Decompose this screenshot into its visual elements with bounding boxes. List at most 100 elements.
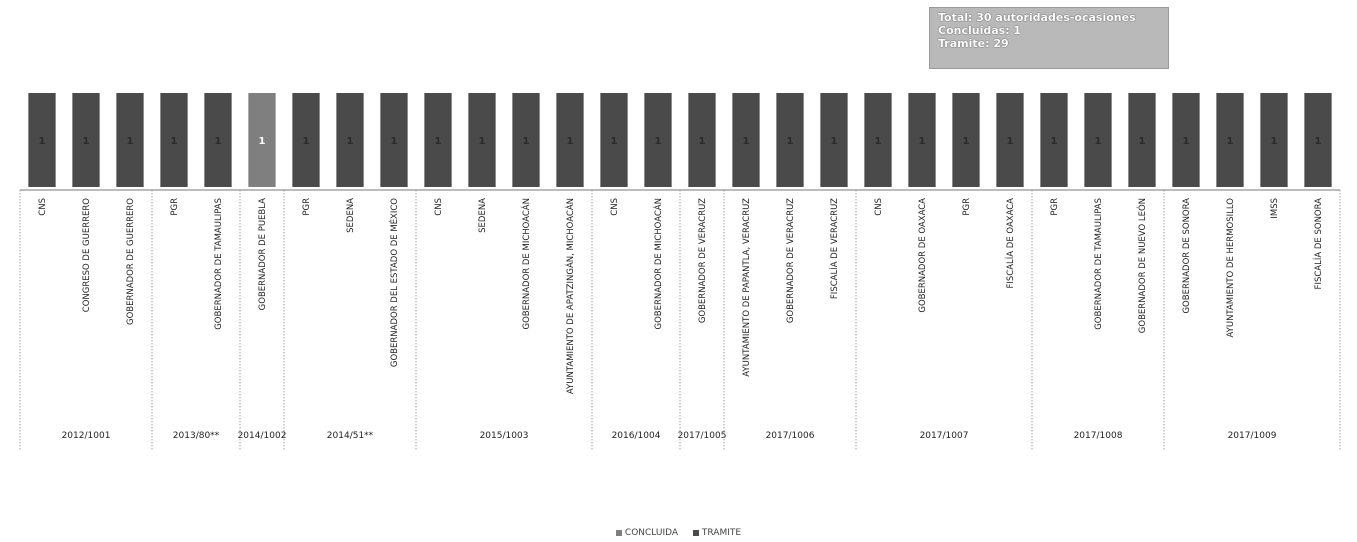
category-label-4: GOBERNADOR DE TAMAULIPAS [214,198,224,330]
category-label-13: CNS [610,198,620,216]
category-label-8: GOBERNADOR DEL ESTADO DE MÉXICO [388,198,400,367]
bar-tramite-12 [556,93,584,187]
data-label-6: 1 [303,136,310,147]
summary-total: Total: 30 autoridades-ocasiones [938,11,1136,24]
data-label-5: 1 [259,136,266,147]
data-label-24: 1 [1095,136,1102,147]
bar-tramite-16 [732,93,760,187]
data-label-16: 1 [743,136,750,147]
category-label-22: FISCALÍA DE OAXACA [1004,198,1016,289]
bar-tramite-20 [908,93,936,187]
category-label-1: CONGRESO DE GUERRERO [82,198,92,313]
data-label-25: 1 [1139,136,1146,147]
bar-tramite-11 [512,93,540,187]
bar-tramite-0 [28,93,56,187]
bar-tramite-18 [820,93,848,187]
data-label-13: 1 [611,136,618,147]
legend-swatch-concluida [615,529,622,536]
category-label-29: FISCALÍA DE SONORA [1312,198,1324,290]
category-label-28: IMSS [1270,198,1280,219]
category-label-0: CNS [38,198,48,216]
bar-tramite-8 [380,93,408,187]
bar-tramite-17 [776,93,804,187]
category-label-26: GOBERNADOR DE SONORA [1182,198,1192,314]
data-label-7: 1 [347,136,354,147]
bar-tramite-1 [72,93,100,187]
bar-tramite-6 [292,93,320,187]
group-label-6: 2017/1005 [678,431,727,441]
bar-tramite-15 [688,93,716,187]
category-label-10: SEDENA [478,198,488,233]
data-label-27: 1 [1227,136,1234,147]
category-label-12: AYUNTAMIENTO DE APATZINGÁN, MICHOACÁN [564,198,576,394]
bar-tramite-23 [1040,93,1068,187]
bar-tramite-14 [644,93,672,187]
legend-label-concluida: CONCLUIDA [624,528,679,538]
category-label-7: SEDENA [346,198,356,233]
category-label-17: GOBERNADOR DE VERACRUZ [786,198,796,323]
legend-swatch-tramite [692,529,699,536]
bar-tramite-25 [1128,93,1156,187]
bar-tramite-26 [1172,93,1200,187]
bar-tramite-4 [204,93,232,187]
group-label-8: 2017/1007 [920,431,969,441]
data-label-22: 1 [1007,136,1014,147]
data-label-2: 1 [127,136,134,147]
data-label-29: 1 [1315,136,1322,147]
category-label-21: PGR [962,198,972,216]
group-label-3: 2014/51** [327,431,374,441]
bar-tramite-21 [952,93,980,187]
data-label-14: 1 [655,136,662,147]
data-label-20: 1 [919,136,926,147]
bar-tramite-2 [116,93,144,187]
category-label-24: GOBERNADOR DE TAMAULIPAS [1094,198,1104,330]
bar-tramite-22 [996,93,1024,187]
category-label-6: PGR [302,198,312,216]
bar-tramite-27 [1216,93,1244,187]
data-label-8: 1 [391,136,398,147]
category-label-2: GOBERNADOR DE GUERRERO [126,198,136,325]
group-label-7: 2017/1006 [766,431,815,441]
category-label-14: GOBERNADOR DE MICHOACÁN [652,198,664,330]
category-label-25: GOBERNADOR DE NUEVO LEÓN [1136,198,1148,333]
group-label-2: 2014/1002 [238,431,287,441]
data-label-11: 1 [523,136,530,147]
group-label-4: 2015/1003 [480,431,529,441]
category-label-27: AYUNTAMIENTO DE HERMOSILLO [1226,198,1236,338]
bar-tramite-7 [336,93,364,187]
data-label-3: 1 [171,136,178,147]
group-label-9: 2017/1008 [1074,431,1123,441]
category-label-23: PGR [1050,198,1060,216]
data-label-17: 1 [787,136,794,147]
category-label-3: PGR [170,198,180,216]
group-label-0: 2012/1001 [62,431,111,441]
bar-tramite-19 [864,93,892,187]
data-label-0: 1 [39,136,46,147]
bar-concluida-5 [248,93,276,187]
data-label-23: 1 [1051,136,1058,147]
data-label-26: 1 [1183,136,1190,147]
data-label-21: 1 [963,136,970,147]
summary-tramite: Tramite: 29 [938,37,1009,50]
data-label-28: 1 [1271,136,1278,147]
bar-tramite-3 [160,93,188,187]
bar-tramite-28 [1260,93,1288,187]
data-label-4: 1 [215,136,222,147]
group-label-5: 2016/1004 [612,431,661,441]
category-label-18: FISCALÍA DE VERACRUZ [828,198,840,299]
category-label-15: GOBERNADOR DE VERACRUZ [698,198,708,323]
category-label-19: CNS [874,198,884,216]
data-label-12: 1 [567,136,574,147]
bar-tramite-10 [468,93,496,187]
bar-tramite-24 [1084,93,1112,187]
data-label-19: 1 [875,136,882,147]
data-label-1: 1 [83,136,90,147]
category-label-16: AYUNTAMIENTO DE PAPANTLA, VERACRUZ [742,198,752,377]
legend-item-concluida: CONCLUIDA [615,528,679,538]
category-label-20: GOBERNADOR DE OAXACA [918,198,928,313]
category-label-5: GOBERNADOR DE PUEBLA [258,198,268,310]
legend-label-tramite: TRAMITE [701,528,742,538]
legend-item-tramite: TRAMITE [692,528,742,538]
bar-tramite-13 [600,93,628,187]
group-label-10: 2017/1009 [1228,431,1277,441]
